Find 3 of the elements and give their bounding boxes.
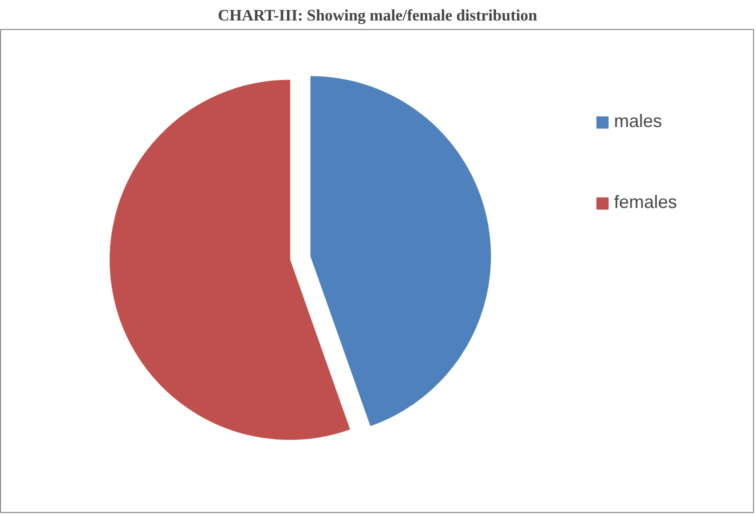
chart-title: CHART-III: Showing male/female distribution <box>218 8 538 24</box>
legend-label: males <box>614 111 662 132</box>
legend-label: females <box>614 192 678 213</box>
